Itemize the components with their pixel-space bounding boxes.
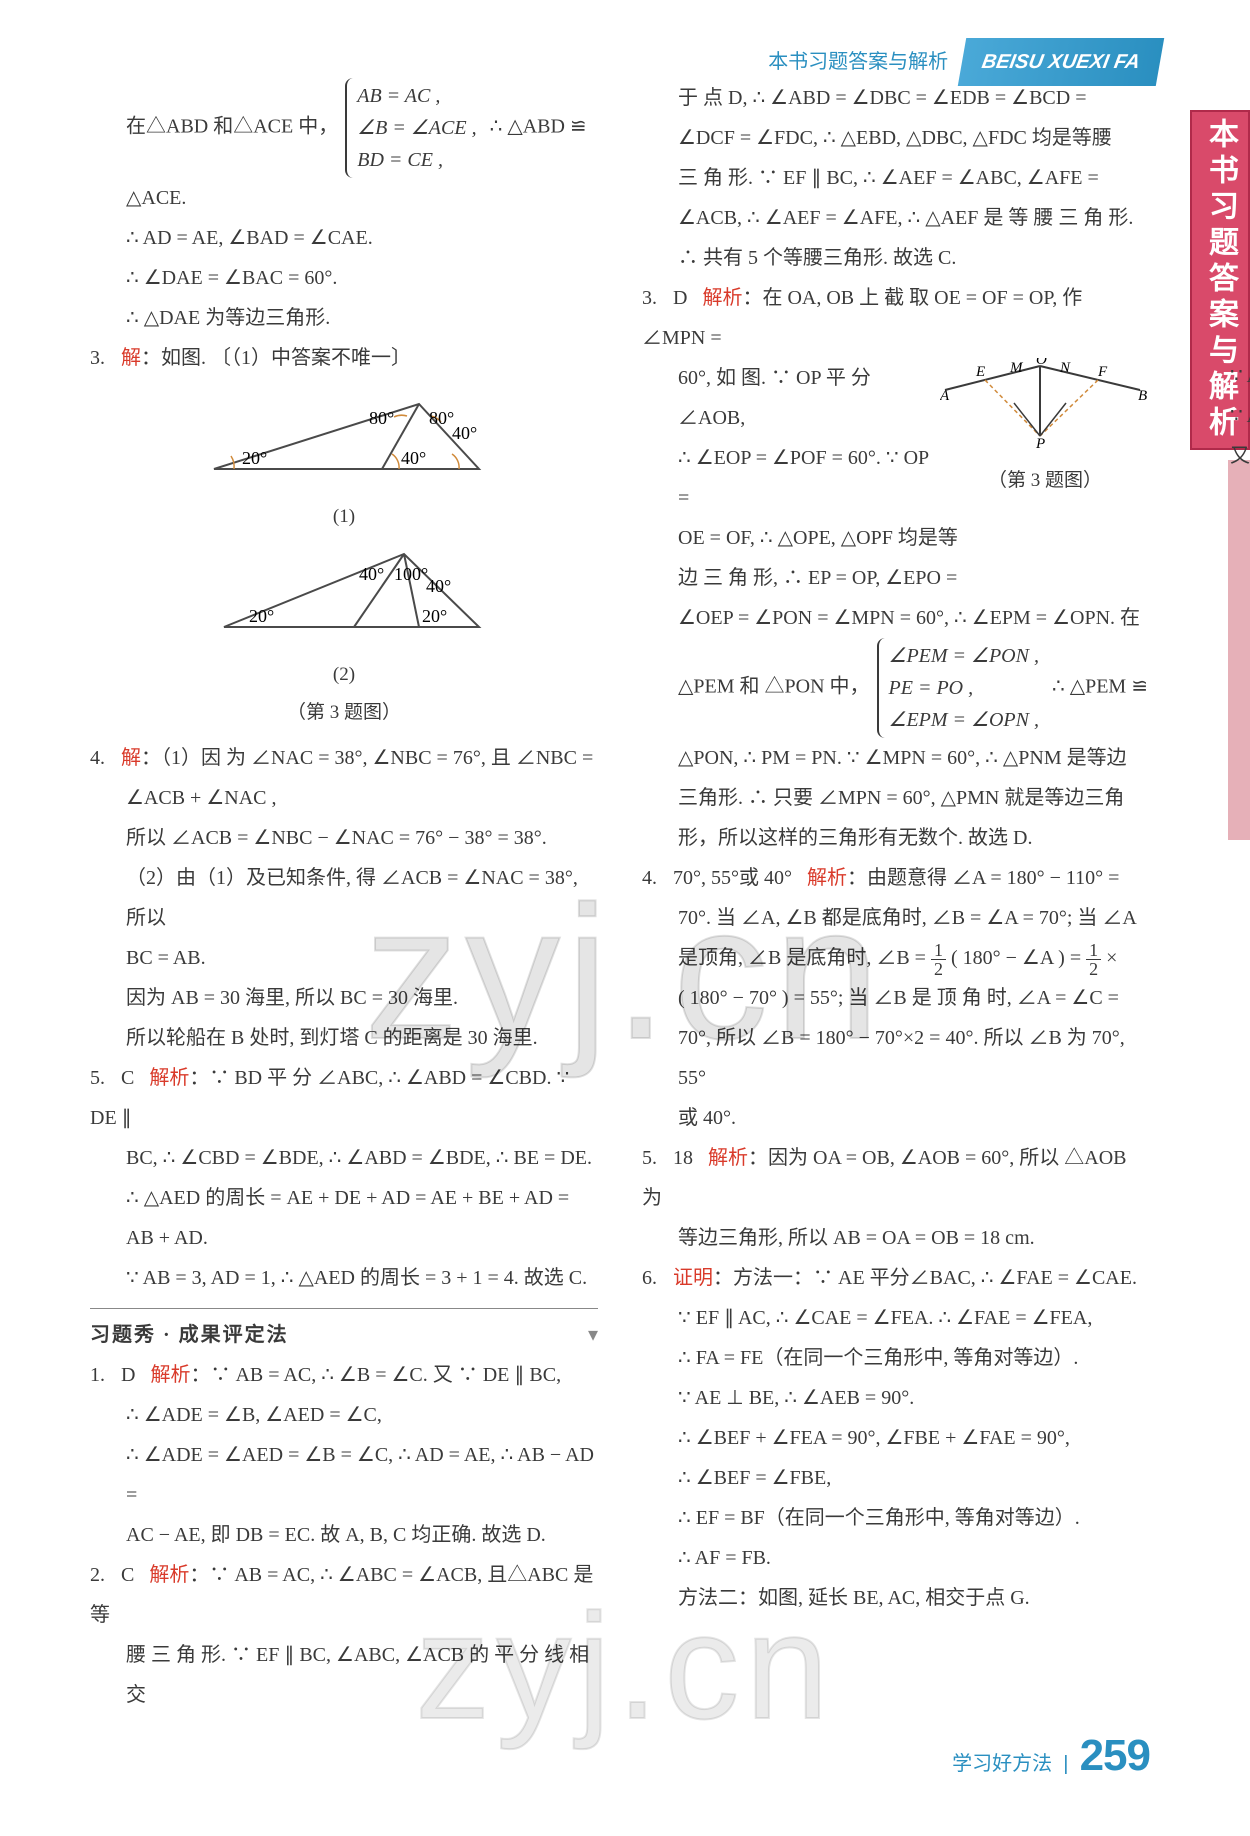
svg-text:N: N (1059, 360, 1071, 376)
text-line: 等边三角形, 所以 AB = OA = OB = 18 cm. (642, 1218, 1150, 1258)
text-line: （2）由（1）及已知条件, 得 ∠ACB = ∠NAC = 38°, 所以 (90, 858, 598, 938)
text-line: ∴ ∠ADE = ∠AED = ∠B = ∠C, ∴ AD = AE, ∴ AB… (90, 1435, 598, 1515)
svg-text:100°: 100° (394, 564, 428, 584)
text-line: 因为 AB = 30 海里, 所以 BC = 30 海里. (90, 978, 598, 1018)
divider-icon: | (1058, 1753, 1074, 1775)
s2q1-head: 1. D 解析：∵ AB = AC, ∴ ∠B = ∠C. 又 ∵ DE ∥ B… (90, 1355, 598, 1395)
rq5-head: 5. 18 解析：因为 OA = OB, ∠AOB = 60°, 所以 △AOB… (642, 1138, 1150, 1218)
text-line: 是顶角, ∠B 是底角时, ∠B = 12 ( 180° − ∠A ) = 12… (642, 938, 1150, 978)
text-line: △PON, ∴ PM = PN. ∵ ∠MPN = 60°, ∴ △PNM 是等… (642, 738, 1150, 778)
text-line: 于 点 D, ∴ ∠ABD = ∠DBC = ∠EDB = ∠BCD = (642, 78, 1150, 118)
svg-text:20°: 20° (242, 448, 267, 468)
text-line: 边 三 角 形, ∴ EP = OP, ∠EPO = (642, 558, 1150, 598)
svg-text:M: M (1009, 360, 1024, 376)
text-line: ∴ EF = BF（在同一个三角形中, 等角对等边）. (642, 1498, 1150, 1538)
text-line: 70°. 当 ∠A, ∠B 都是底角时, ∠B = ∠A = 70°; 当 ∠A (642, 898, 1150, 938)
q3-fig2: 20° 40° 100° 40° 20° (2) （第 3 题图） (90, 542, 598, 732)
q5-head: 5. C 解析：∵ BD 平 分 ∠ABC, ∴ ∠ABD = ∠CBD. ∵ … (90, 1058, 598, 1138)
text-line: 在△ABD 和△ACE 中， AB = AC , ∠B = ∠ACE , BD … (90, 78, 598, 218)
svg-text:80°: 80° (369, 408, 394, 428)
text-line: ∴ ∠BEF + ∠FEA = 90°, ∠FBE + ∠FAE = 90°, (642, 1418, 1150, 1458)
svg-text:O: O (1036, 358, 1047, 368)
text-line: 所以轮船在 B 处时, 到灯塔 C 的距离是 30 海里. (90, 1018, 598, 1058)
text-line: ∵ AE ⊥ BE, ∴ ∠AEB = 90°. (642, 1378, 1150, 1418)
text-line: 70°, 所以 ∠B = 180° − 70°×2 = 40°. 所以 ∠B 为… (642, 1018, 1150, 1098)
section-title: 习题秀 · 成果评定法 ▾ (90, 1315, 598, 1355)
text-line: 又∵ AE = AE, 结合①②, (1194, 436, 1250, 476)
s2q2-head: 2. C 解析：∵ AB = AC, ∴ ∠ABC = ∠ACB, 且△ABC … (90, 1555, 598, 1635)
text-line: ∠ACB, ∴ ∠AEF = ∠AFE, ∴ △AEF 是 等 腰 三 角 形. (642, 198, 1150, 238)
text-line: △PEM 和 △PON 中， ∠PEM = ∠PON , PE = PO , ∠… (642, 638, 1150, 738)
section-divider-rule (90, 1308, 598, 1309)
svg-text:20°: 20° (249, 606, 274, 626)
q3-head: 3. 解：如图. 〔（1）中答案不唯一〕 (90, 338, 598, 378)
svg-text:40°: 40° (401, 448, 426, 468)
svg-text:B: B (1138, 388, 1147, 404)
text-line: ∴ △AED 的周长 = AE + DE + AD = AE + BE + AD… (90, 1178, 598, 1258)
text-line: OE = OF, ∴ △OPE, △OPF 均是等 (642, 518, 1150, 558)
text-line: 所以 ∠ACB = ∠NBC − ∠NAC = 76° − 38° = 38°. (90, 818, 598, 858)
text-line: ∴ ∠BEF = ∠FBE, (642, 1458, 1150, 1498)
svg-text:40°: 40° (452, 423, 477, 443)
text-line: 三角形. ∴ 只要 ∠MPN = 60°, △PMN 就是等边三角 (642, 778, 1150, 818)
svg-text:40°: 40° (426, 576, 451, 596)
text-line: 腰 三 角 形. ∵ EF ∥ BC, ∠ABC, ∠ACB 的 平 分 线 相… (90, 1635, 598, 1715)
q4-head: 4. 解：（1）因 为 ∠NAC = 38°, ∠NBC = 76°, 且 ∠N… (90, 738, 598, 778)
page-number: 259 (1080, 1731, 1150, 1780)
text-line: ∠ACB + ∠NAC , (90, 778, 598, 818)
text-line: AC − AE, 即 DB = EC. 故 A, B, C 均正确. 故选 D. (90, 1515, 598, 1555)
q6-fig: A B C D E G （第 6 题图） (1194, 78, 1250, 350)
edge-red-strip (1228, 460, 1250, 840)
rq4-head: 4. 70°, 55°或 40° 解析：由题意得 ∠A = 180° − 110… (642, 858, 1150, 898)
text-line: ∵ EF ∥ AC, ∴ ∠CAE = ∠FEA. ∴ ∠FAE = ∠FEA, (642, 1298, 1150, 1338)
text-line: ∴ ∠DAE = ∠BAC = 60°. (90, 258, 598, 298)
s2q3-head: 3. D 解析：在 OA, OB 上 截 取 OE = OF = OP, 作 ∠… (642, 278, 1150, 358)
text-line: 方法二：如图, 延长 BE, AC, 相交于点 G. (642, 1578, 1150, 1618)
text-line: BC = AB. (90, 938, 598, 978)
svg-text:20°: 20° (422, 606, 447, 626)
text-line: ∵ AB = 3, AD = 1, ∴ △AED 的周长 = 3 + 1 = 4… (90, 1258, 598, 1298)
rq6-head: 6. 证明：方法一：∵ AE 平分∠BAC, ∴ ∠FAE = ∠CAE. (642, 1258, 1150, 1298)
text-line: 三 角 形. ∵ EF ∥ BC, ∴ ∠AEF = ∠ABC, ∠AFE = (642, 158, 1150, 198)
content-columns: 在△ABD 和△ACE 中， AB = AC , ∠B = ∠ACE , BD … (90, 78, 1150, 1746)
q3r-fig-float: A E M O N F B P （第 3 题图） (940, 358, 1150, 500)
footer: 学习好方法 | 259 (952, 1712, 1150, 1800)
text-line: 形，所以这样的三角形有无数个. 故选 D. (642, 818, 1150, 858)
text-line: ∴ FA = FE（在同一个三角形中, 等角对等边）. (642, 1338, 1150, 1378)
svg-text:A: A (940, 388, 950, 404)
q3-fig1: 20° 80° 80° 40° 40° (1) (90, 384, 598, 536)
text-line: BC, ∴ ∠CBD = ∠BDE, ∴ ∠ABD = ∠BDE, ∴ BE =… (90, 1138, 598, 1178)
text-line: ∴ △DAE 为等边三角形. (90, 298, 598, 338)
text-line: ∠OEP = ∠PON = ∠MPN = 60°, ∴ ∠EPM = ∠OPN.… (642, 598, 1150, 638)
text-line: 或 40°. (642, 1098, 1150, 1138)
svg-text:P: P (1035, 436, 1045, 448)
text-line: ∵ AE ⊥ BE, ∴ ∠BEA = ∠GEA = 90°. ② (1194, 396, 1250, 436)
text-line: ∴ 共有 5 个等腰三角形. 故选 C. (642, 238, 1150, 278)
svg-text:E: E (975, 364, 985, 380)
svg-text:80°: 80° (429, 408, 454, 428)
text-line: ( 180° − 70° ) = 55°; 当 ∠B 是 顶 角 时, ∠A =… (642, 978, 1150, 1018)
svg-text:F: F (1097, 364, 1108, 380)
footer-text: 学习好方法 (952, 1753, 1052, 1775)
text-line: ∵ AE 平分∠BAC, ∴ ∠BAE = ∠GAE. ① (1194, 356, 1250, 396)
text-line: ∠DCF = ∠FDC, ∴ △EBD, △DBC, △FDC 均是等腰 (642, 118, 1150, 158)
svg-text:40°: 40° (359, 564, 384, 584)
header-title: 本书习题答案与解析 (768, 42, 948, 82)
text-line: ∴ AD = AE, ∠BAD = ∠CAE. (90, 218, 598, 258)
text-line: ∴ ∠ADE = ∠B, ∠AED = ∠C, (90, 1395, 598, 1435)
text-line: ∴ AF = FB. (642, 1538, 1150, 1578)
